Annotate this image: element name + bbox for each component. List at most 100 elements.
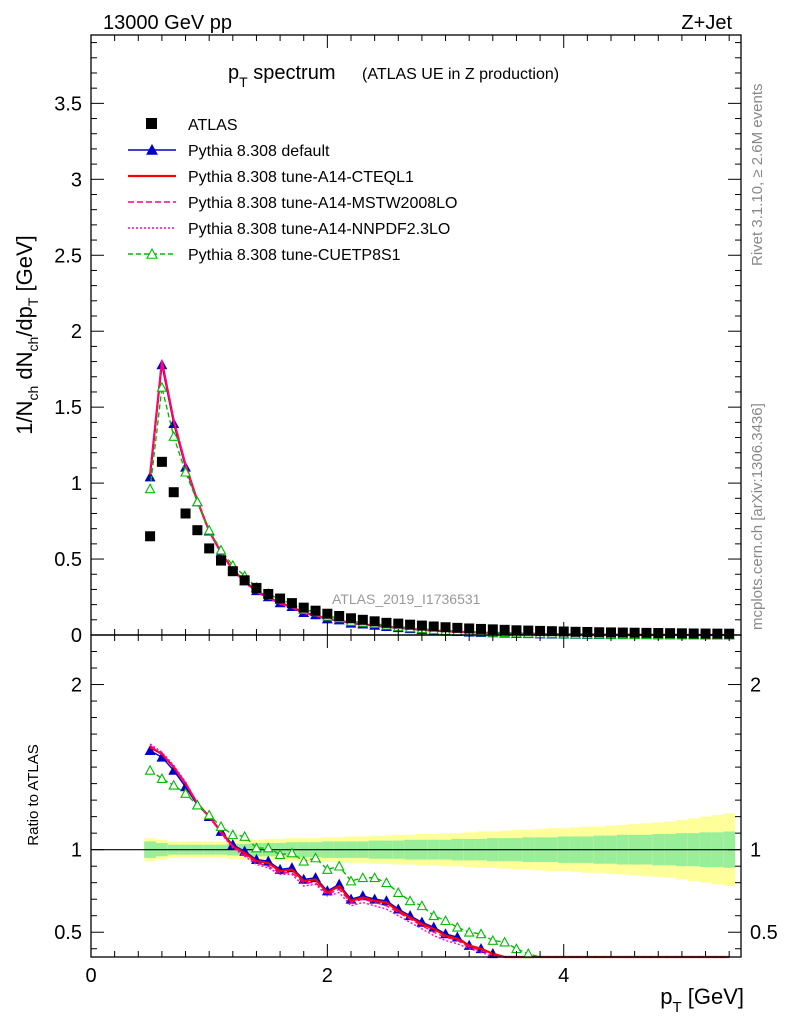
atlas-point xyxy=(227,566,238,577)
legend-marker-0 xyxy=(146,143,158,155)
ratio-y-axis-title: Ratio to ATLAS xyxy=(25,744,42,845)
atlas-point xyxy=(298,602,309,613)
ratio-point-4 xyxy=(156,773,168,784)
y-tick-label: 2.5 xyxy=(54,245,82,267)
y-tick-label: 0.5 xyxy=(54,549,82,571)
atlas-point xyxy=(464,623,475,634)
atlas-point xyxy=(452,622,463,633)
atlas-point xyxy=(594,627,605,638)
rivet-label: Rivet 3.1.10, ≥ 2.6M events xyxy=(749,84,766,267)
atlas-point xyxy=(357,614,368,625)
atlas-point xyxy=(546,626,557,637)
atlas-point xyxy=(180,508,191,519)
atlas-point xyxy=(617,627,628,638)
ratio-point-4 xyxy=(215,820,227,831)
atlas-point xyxy=(322,608,333,619)
atlas-point xyxy=(275,593,286,604)
ratio-point-4 xyxy=(451,921,463,932)
ratio-point-4 xyxy=(381,877,392,888)
ratio-point-4 xyxy=(262,842,274,853)
ratio-plot: 0 2 4 0.5 0.5 1 1 2 2 xyxy=(54,634,778,987)
atlas-point xyxy=(428,621,439,632)
atlas-point xyxy=(688,628,699,639)
ratio-point-4 xyxy=(440,915,451,926)
ratio-point-4 xyxy=(333,860,345,871)
x-tick-label: 2 xyxy=(322,965,333,987)
main-plot: 0 0.5 1 1.5 2 2.5 3 3.5 xyxy=(54,34,742,647)
atlas-point xyxy=(641,627,652,638)
atlas-point xyxy=(156,456,167,467)
atlas-point xyxy=(712,628,723,639)
atlas-point xyxy=(499,624,510,635)
ratio-point-4 xyxy=(298,855,310,866)
svg-text:(ATLAS UE in Z production): (ATLAS UE in Z production) xyxy=(362,66,559,83)
legend-label-atlas: ATLAS xyxy=(188,117,238,134)
ratio-point-4 xyxy=(203,809,215,820)
atlas-point xyxy=(476,623,486,634)
ratio-point-4 xyxy=(286,847,298,858)
ratio-frame xyxy=(90,634,742,958)
legend-label-4: Pythia 8.308 tune-CUETP8S1 xyxy=(188,247,401,264)
ratio-point-4 xyxy=(144,764,156,775)
y-tick-label: 1 xyxy=(71,473,82,495)
atlas-point xyxy=(145,531,156,542)
process-label: Z+Jet xyxy=(681,12,732,34)
atlas-point xyxy=(523,625,534,636)
atlas-point xyxy=(570,626,581,637)
ratio-point-4 xyxy=(251,842,262,853)
series-point-4 xyxy=(144,483,156,494)
x-axis-title: pT [GeV] xyxy=(660,984,744,1016)
ratio-point-4 xyxy=(239,830,251,841)
y-tick-label: 2 xyxy=(71,321,82,343)
ratio-y-tick-label: 0.5 xyxy=(54,922,82,944)
atlas-point xyxy=(334,611,345,622)
atlas-point xyxy=(665,628,676,639)
y-tick-label: 3 xyxy=(71,169,82,191)
series-point-4 xyxy=(191,496,203,507)
ratio-y-tick-label-right: 1 xyxy=(750,840,761,862)
legend-marker-atlas xyxy=(146,118,157,129)
series-point-0 xyxy=(144,471,156,482)
ratio-y-tick-label-right: 2 xyxy=(750,675,761,697)
ratio-line-2 xyxy=(149,745,730,958)
x-tick-label: 0 xyxy=(85,965,96,987)
atlas-point xyxy=(204,543,215,554)
atlas-point xyxy=(251,582,262,593)
ratio-point-4 xyxy=(191,799,203,810)
legend-marker-4 xyxy=(146,247,158,259)
chart-title: pT spectrum (ATLAS UE in Z production) xyxy=(228,62,559,90)
analysis-watermark: ATLAS_2019_I1736531 xyxy=(332,591,481,607)
ratio-point-4 xyxy=(227,829,239,840)
y-tick-label: 3.5 xyxy=(54,93,82,115)
y-axis-title: 1/Nch dNch/dpT [GeV] xyxy=(12,235,41,435)
energy-label: 13000 GeV pp xyxy=(103,12,232,34)
ratio-point-4 xyxy=(416,900,428,911)
ratio-point-4 xyxy=(475,928,487,939)
ratio-y-tick-label-right: 0.5 xyxy=(750,922,778,944)
atlas-point xyxy=(263,588,274,599)
atlas-point xyxy=(286,598,297,609)
series-point-4 xyxy=(215,544,227,555)
atlas-point xyxy=(168,487,179,498)
series-point-4 xyxy=(203,524,215,535)
ratio-point-4 xyxy=(522,948,534,959)
x-tick-label: 4 xyxy=(558,965,569,987)
atlas-point xyxy=(192,525,203,536)
series-point-4 xyxy=(180,466,191,477)
atlas-point xyxy=(216,555,226,566)
svg-text:pT spectrum: pT spectrum xyxy=(228,62,336,90)
series-point-4 xyxy=(156,381,168,392)
ratio-y-tick-label: 2 xyxy=(71,675,82,697)
atlas-point xyxy=(310,605,321,616)
ratio-point-4 xyxy=(345,875,357,886)
ratio-point-4 xyxy=(180,787,191,798)
ratio-y-tick-label: 1 xyxy=(71,840,82,862)
atlas-point xyxy=(239,575,250,586)
y-tick-label: 1.5 xyxy=(54,397,82,419)
atlas-point xyxy=(393,618,404,629)
ratio-point-4 xyxy=(274,848,286,859)
ratio-point-4 xyxy=(499,936,511,947)
ratio-point-4 xyxy=(357,872,369,883)
atlas-point xyxy=(381,617,392,628)
mcplots-label: mcplots.cern.ch [arXiv:1306.3436] xyxy=(749,403,766,630)
